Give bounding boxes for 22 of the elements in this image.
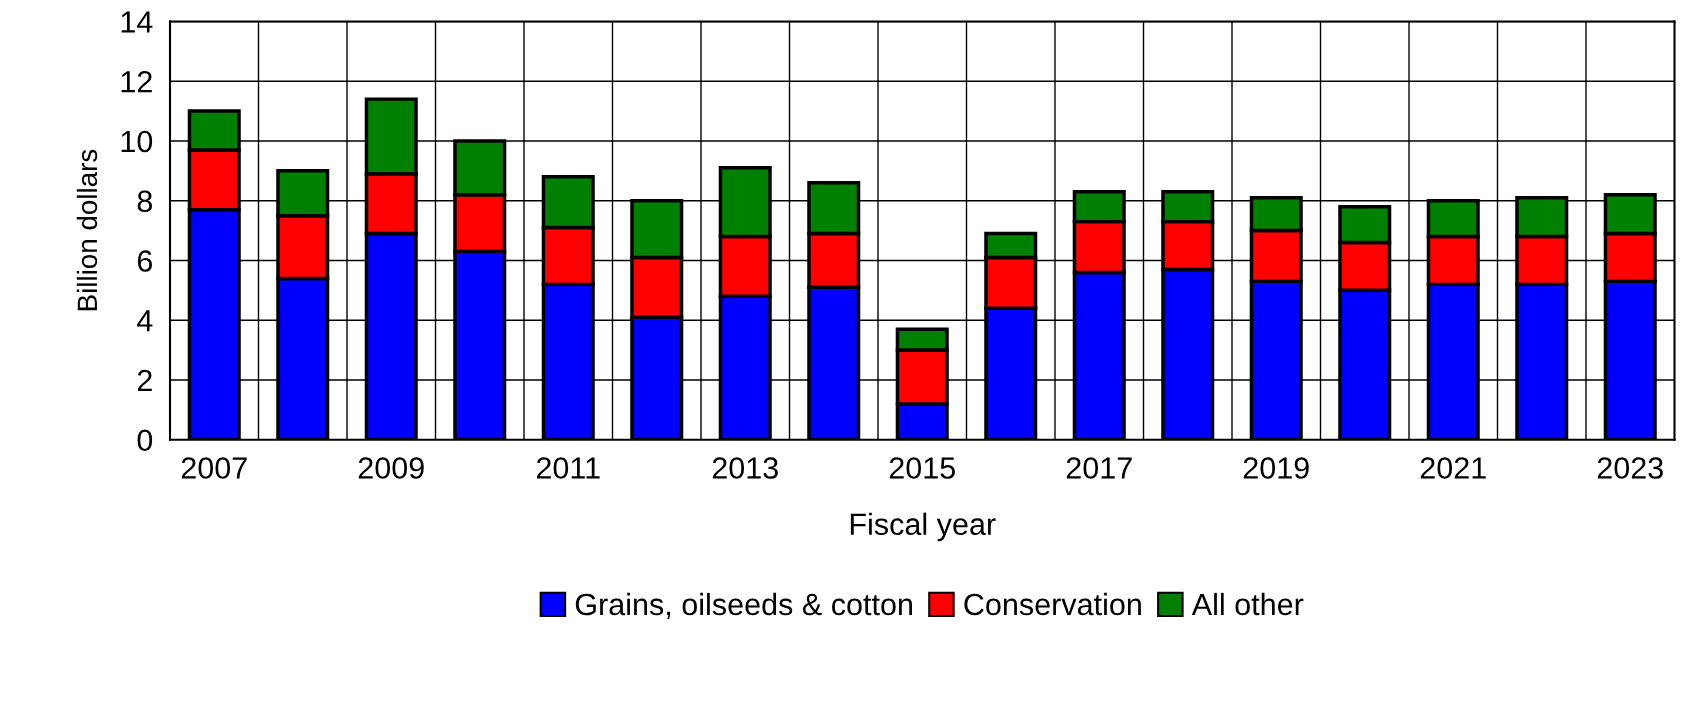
legend-label: Grains, oilseeds & cotton — [575, 592, 912, 619]
y-tick-label: 4 — [137, 310, 153, 332]
y-tick-label: 12 — [121, 70, 152, 93]
legend-label: All other — [1191, 592, 1304, 616]
x-axis-title: Fiscal year — [850, 512, 996, 542]
y-tick-label: 10 — [121, 130, 153, 153]
x-tick-label: 2009 — [358, 457, 424, 479]
x-tick-label: 2021 — [1420, 457, 1486, 479]
y-tick-label: 6 — [137, 250, 152, 272]
x-tick-label: 2023 — [1597, 457, 1663, 479]
x-tick-label: 2015 — [889, 457, 955, 479]
y-tick-label: 0 — [137, 429, 153, 452]
x-tick-label: 2019 — [1243, 457, 1309, 479]
x-tick-label: 2017 — [1066, 457, 1132, 479]
x-tick-label: 2007 — [181, 457, 247, 479]
y-axis-title: Billion dollars — [76, 149, 98, 311]
y-tick-label: 2 — [137, 369, 152, 392]
x-tick-label: 2013 — [712, 457, 778, 479]
legend-label: Conservation — [964, 592, 1141, 616]
y-tick-label: 14 — [121, 11, 153, 33]
x-tick-label: 2011 — [536, 457, 600, 479]
y-tick-label: 8 — [137, 190, 153, 213]
